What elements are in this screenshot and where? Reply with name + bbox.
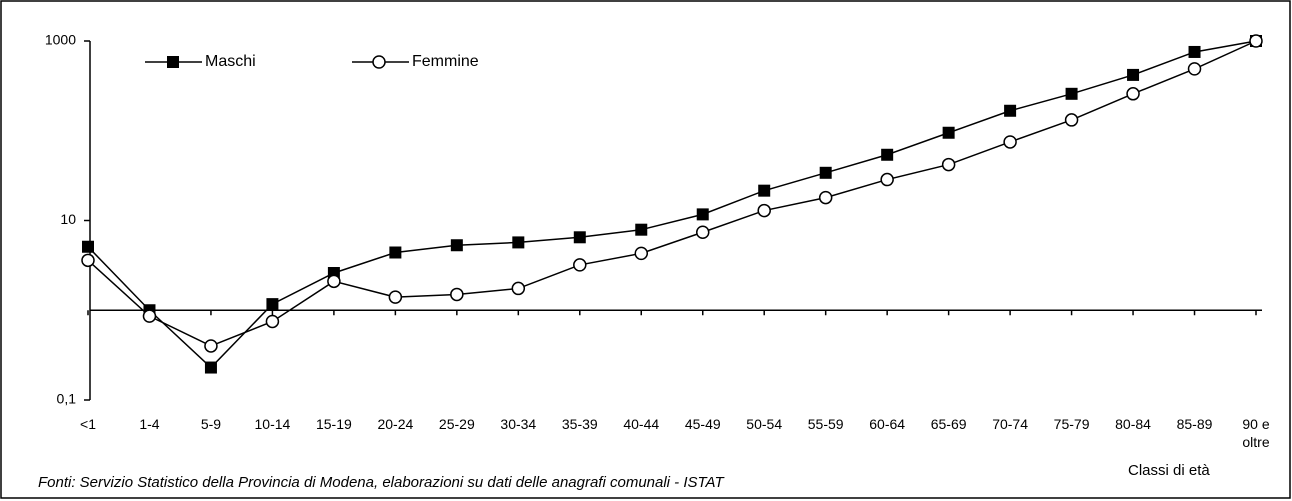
x-tick-label: 10-14: [254, 416, 291, 432]
marker: [142, 309, 157, 323]
x-tick-label: 5-9: [200, 416, 222, 432]
x-tick-label: 55-59: [807, 416, 844, 432]
marker: [573, 258, 587, 272]
marker: [450, 239, 463, 252]
marker: [696, 208, 709, 221]
x-tick-label: <1: [80, 416, 96, 432]
x-tick-label: 85-89: [1176, 416, 1213, 432]
x-tick-label: 70-74: [992, 416, 1028, 432]
x-tick-label: 15-19: [315, 416, 352, 432]
x-tick-label: 25-29: [438, 416, 475, 432]
x-tick-label: 40-44: [623, 416, 660, 432]
legend-label: Femmine: [412, 53, 479, 70]
y-tick-label: 1000: [45, 32, 76, 48]
x-tick-label: 45-49: [684, 416, 721, 432]
marker: [265, 314, 280, 329]
marker: [1188, 45, 1201, 58]
series-line: [87, 40, 1257, 369]
x-tick-label: 65-69: [930, 416, 967, 432]
legend-marker: [372, 55, 386, 69]
marker: [450, 287, 464, 302]
marker: [818, 190, 833, 205]
marker: [327, 274, 341, 289]
marker: [1126, 87, 1140, 101]
marker: [266, 298, 279, 311]
marker: [880, 172, 894, 187]
marker: [204, 339, 218, 353]
x-tick-label: 30-34: [500, 416, 537, 432]
marker: [819, 166, 832, 179]
marker: [757, 203, 771, 218]
marker: [389, 246, 402, 259]
marker: [1127, 68, 1140, 81]
marker: [204, 361, 217, 374]
marker: [512, 236, 525, 249]
marker: [941, 157, 956, 172]
marker: [1065, 87, 1078, 100]
legend-label: Maschi: [205, 53, 256, 70]
marker: [1249, 34, 1263, 48]
series-line: [87, 40, 1257, 347]
x-tick-label: 80-84: [1115, 416, 1151, 432]
legend-marker: [167, 56, 179, 68]
marker: [1187, 62, 1202, 76]
marker: [82, 240, 94, 253]
x-axis-label: Classi di età: [1128, 462, 1210, 479]
x-tick-label: 20-24: [377, 416, 414, 432]
marker: [573, 231, 586, 244]
marker: [695, 225, 710, 239]
marker: [758, 184, 771, 197]
x-tick-label: 90 e oltre: [1242, 416, 1270, 450]
x-tick-label: 75-79: [1053, 416, 1090, 432]
marker: [881, 148, 894, 161]
marker: [511, 281, 526, 296]
y-tick-label: 10: [60, 211, 76, 227]
marker: [942, 126, 955, 139]
marker: [1004, 104, 1017, 117]
marker: [388, 290, 403, 304]
marker: [1003, 135, 1017, 149]
marker: [635, 223, 648, 236]
y-tick-label: 0,1: [57, 391, 77, 407]
x-tick-label: 60-64: [869, 416, 906, 432]
x-tick-label: 50-54: [746, 416, 783, 432]
source-note: Fonti: Servizio Statistico della Provinc…: [38, 474, 724, 491]
marker: [81, 253, 95, 268]
marker: [1064, 113, 1079, 127]
x-tick-label: 35-39: [561, 416, 598, 432]
marker: [634, 246, 649, 261]
x-tick-label: 1-4: [139, 416, 160, 432]
